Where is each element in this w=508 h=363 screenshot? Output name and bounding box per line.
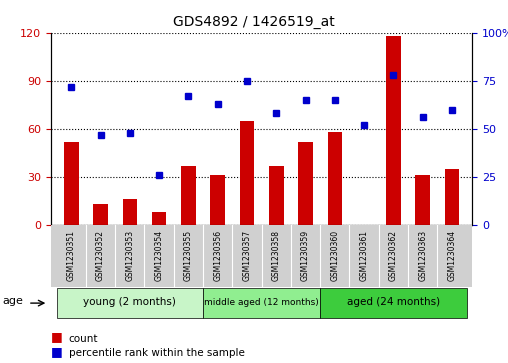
FancyBboxPatch shape <box>203 288 320 318</box>
Bar <box>152 212 167 225</box>
Text: GSM1230354: GSM1230354 <box>154 231 164 281</box>
Text: GSM1230360: GSM1230360 <box>330 231 339 281</box>
Bar <box>122 199 137 225</box>
Text: GSM1230361: GSM1230361 <box>360 231 369 281</box>
Bar <box>240 121 255 225</box>
Bar <box>210 175 225 225</box>
Bar <box>328 132 342 225</box>
Bar <box>93 204 108 225</box>
FancyBboxPatch shape <box>57 288 203 318</box>
Bar <box>269 166 283 225</box>
Text: GSM1230351: GSM1230351 <box>67 231 76 281</box>
FancyBboxPatch shape <box>320 288 466 318</box>
Bar <box>181 166 196 225</box>
Text: age: age <box>3 296 23 306</box>
Text: GSM1230355: GSM1230355 <box>184 231 193 281</box>
Text: middle aged (12 months): middle aged (12 months) <box>204 298 319 307</box>
Text: GSM1230358: GSM1230358 <box>272 231 281 281</box>
Text: GSM1230357: GSM1230357 <box>242 231 251 281</box>
Bar <box>416 175 430 225</box>
Bar <box>51 225 472 287</box>
Text: GSM1230353: GSM1230353 <box>125 231 134 281</box>
Text: GDS4892 / 1426519_at: GDS4892 / 1426519_at <box>173 15 335 29</box>
Bar <box>444 169 459 225</box>
Text: ■: ■ <box>51 330 62 343</box>
Text: GSM1230356: GSM1230356 <box>213 231 222 281</box>
Bar <box>298 142 313 225</box>
Text: young (2 months): young (2 months) <box>83 297 176 307</box>
Text: GSM1230362: GSM1230362 <box>389 231 398 281</box>
Text: GSM1230352: GSM1230352 <box>96 231 105 281</box>
Text: GSM1230359: GSM1230359 <box>301 231 310 281</box>
Bar <box>386 36 401 225</box>
Bar <box>64 142 79 225</box>
Text: ■: ■ <box>51 344 62 358</box>
Text: aged (24 months): aged (24 months) <box>347 297 440 307</box>
Text: percentile rank within the sample: percentile rank within the sample <box>69 348 244 358</box>
Text: count: count <box>69 334 98 344</box>
Text: GSM1230363: GSM1230363 <box>418 231 427 281</box>
Text: GSM1230364: GSM1230364 <box>448 231 457 281</box>
